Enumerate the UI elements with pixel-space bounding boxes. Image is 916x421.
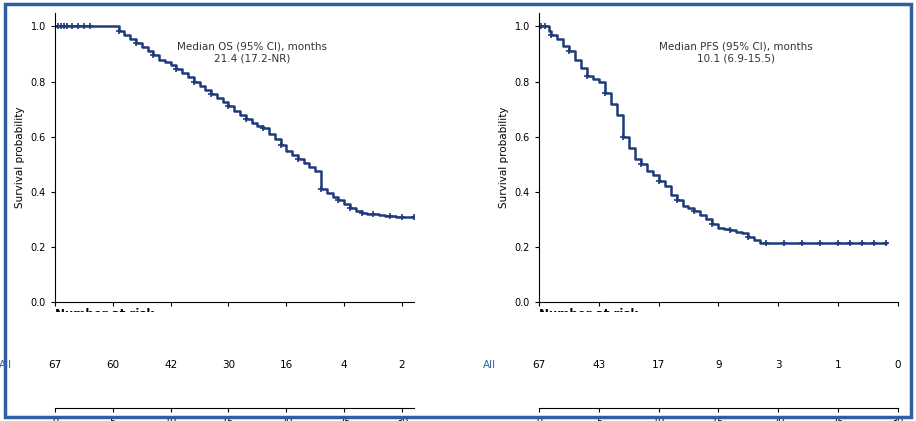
Text: 1: 1 — [834, 360, 841, 370]
Text: 2: 2 — [398, 360, 405, 370]
Y-axis label: Survival probability: Survival probability — [499, 107, 509, 208]
Text: All: All — [0, 360, 12, 370]
Text: 4: 4 — [341, 360, 347, 370]
Text: Number at risk: Number at risk — [55, 308, 154, 321]
Y-axis label: Survival probability: Survival probability — [15, 107, 25, 208]
Text: 67: 67 — [49, 360, 61, 370]
Text: Number at risk: Number at risk — [540, 308, 638, 321]
Text: Median PFS (95% CI), months
10.1 (6.9-15.5): Median PFS (95% CI), months 10.1 (6.9-15… — [660, 42, 813, 63]
Text: 42: 42 — [164, 360, 178, 370]
Text: 43: 43 — [593, 360, 605, 370]
Text: 9: 9 — [715, 360, 722, 370]
Text: 16: 16 — [279, 360, 293, 370]
Text: 3: 3 — [775, 360, 781, 370]
Text: 17: 17 — [652, 360, 665, 370]
Text: 0: 0 — [894, 360, 901, 370]
Text: 67: 67 — [532, 360, 546, 370]
Text: 30: 30 — [222, 360, 235, 370]
Text: 60: 60 — [106, 360, 119, 370]
Text: All: All — [483, 360, 496, 370]
Text: Median OS (95% CI), months
21.4 (17.2-NR): Median OS (95% CI), months 21.4 (17.2-NR… — [177, 42, 327, 63]
